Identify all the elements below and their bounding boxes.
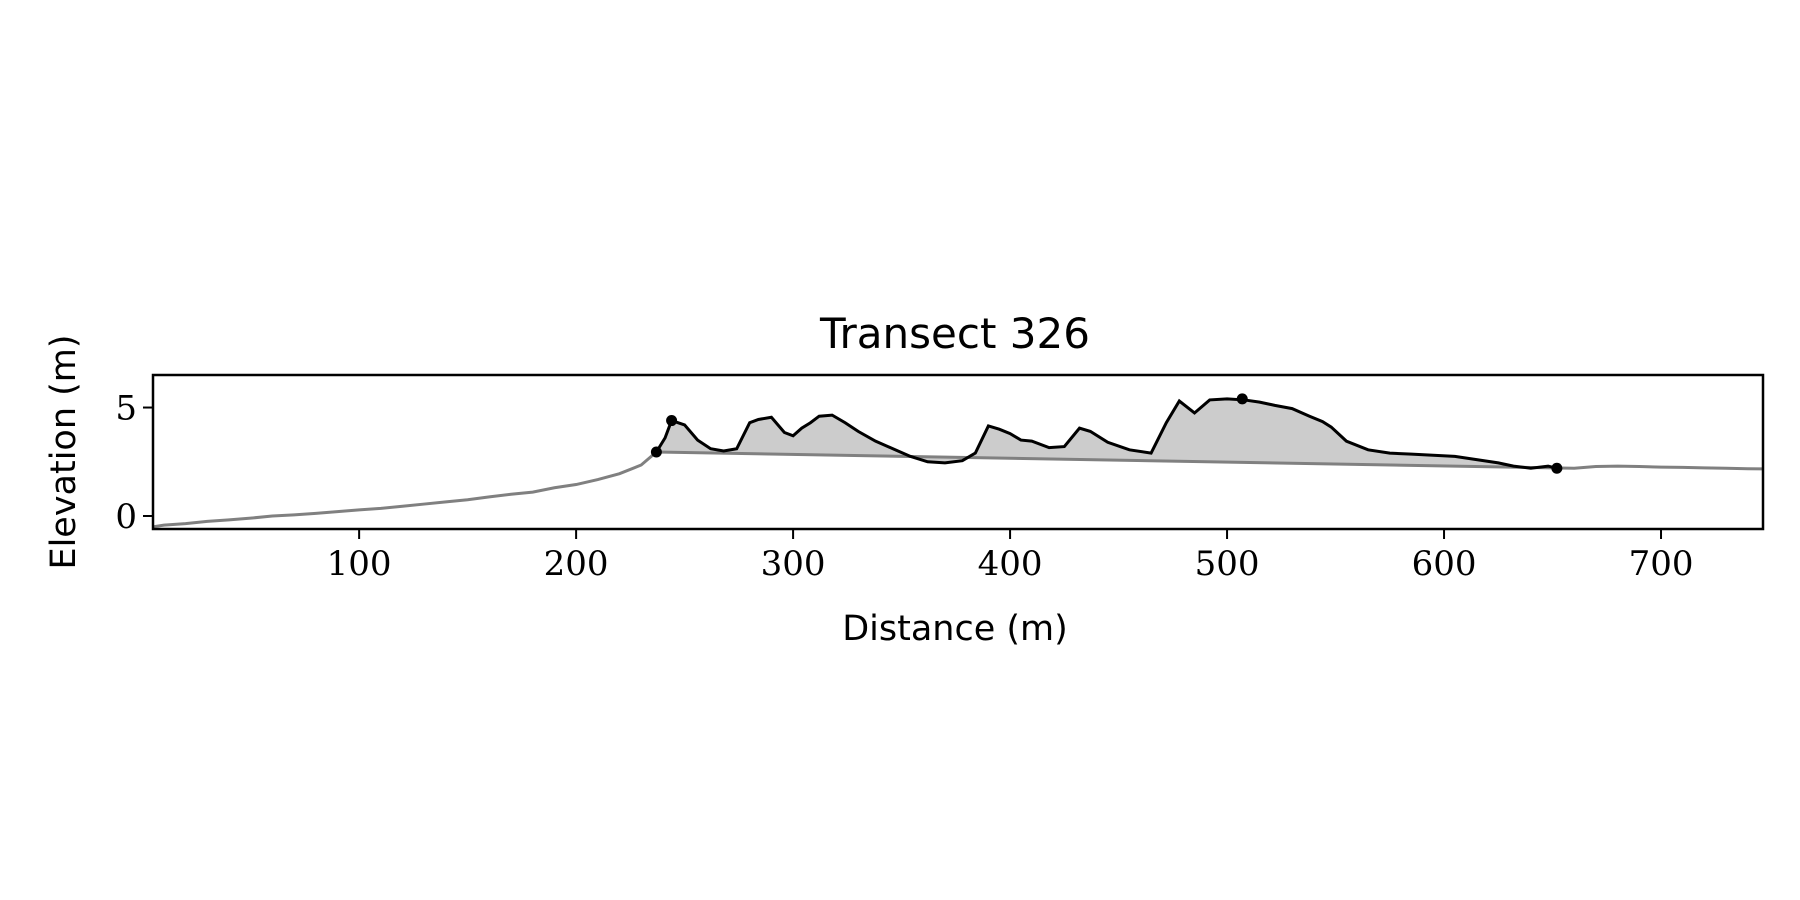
profile-marker-4 [1551, 462, 1563, 474]
x-axis: 100 200 300 400 500 600 700 [327, 529, 1694, 584]
profile-marker-3 [1236, 393, 1248, 405]
x-axis-label: Distance (m) [842, 609, 1068, 649]
dune-profile-line [655, 397, 1558, 470]
x-tick-label: 400 [978, 544, 1043, 584]
profile-marker-1 [650, 446, 662, 458]
x-tick-label: 600 [1412, 544, 1477, 584]
x-tick-label: 500 [1195, 544, 1260, 584]
y-tick-label: 0 [115, 497, 137, 537]
chart-title: Transect 326 [819, 309, 1090, 358]
y-axis-label: Elevation (m) [44, 334, 84, 569]
x-tick-label: 100 [327, 544, 392, 584]
y-axis: 05 [115, 389, 153, 537]
y-tick-label: 5 [115, 389, 137, 429]
full-profile-line [152, 450, 1764, 529]
plot-area [152, 393, 1764, 529]
profile-marker-2 [666, 415, 678, 427]
axes-frame [151, 373, 1765, 531]
dune-fill-area [656, 398, 1557, 469]
profile-markers [650, 393, 1563, 474]
x-tick-label: 300 [761, 544, 826, 584]
x-tick-label: 200 [544, 544, 609, 584]
x-tick-label: 700 [1629, 544, 1694, 584]
